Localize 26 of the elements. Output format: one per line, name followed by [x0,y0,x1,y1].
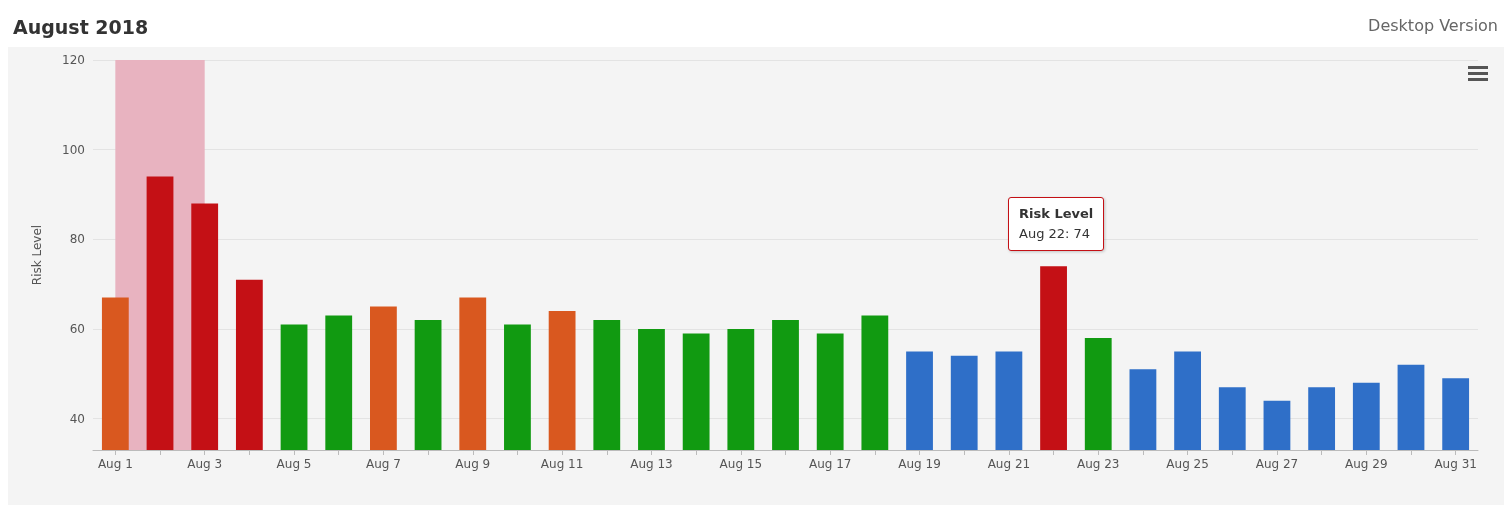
x-tick-label: Aug 17 [808,457,852,471]
annotation: Risk Level [1019,205,1094,223]
annotation: Aug 22: 74 [1019,225,1092,243]
chart-subtitle: Desktop Version [1368,16,1498,35]
y-tick-label: 120 [62,53,85,67]
x-tick-label: Aug 23 [1076,457,1120,471]
y-tick-label: 80 [69,232,85,247]
x-tick-label: Aug 25 [1166,457,1209,471]
x-tick-label: Aug 27 [1255,457,1299,471]
chart-title: August 2018 [13,15,149,38]
y-tick-label: 100 [62,142,85,157]
x-tick-label: Aug 19 [898,457,941,471]
y-tick-label: 40 [69,411,85,426]
x-tick-label: Aug 29 [1345,457,1388,471]
x-tick-label: Aug 9 [455,457,491,471]
x-tick-label: Aug 3 [187,457,223,471]
x-tick-label: Aug 15 [719,457,763,471]
y-axis-title: Risk Level [30,224,44,286]
x-tick-label: Aug 5 [276,457,312,471]
x-tick-label: Aug 21 [987,457,1031,471]
x-tick-label: Aug 7 [365,457,401,471]
x-tick-label: Aug 31 [1434,457,1477,471]
x-tick-label: Aug 1 [97,457,133,471]
x-tick-label: Aug 13 [630,457,673,471]
y-tick-label: 60 [69,321,85,336]
x-tick-label: Aug 11 [540,457,584,471]
